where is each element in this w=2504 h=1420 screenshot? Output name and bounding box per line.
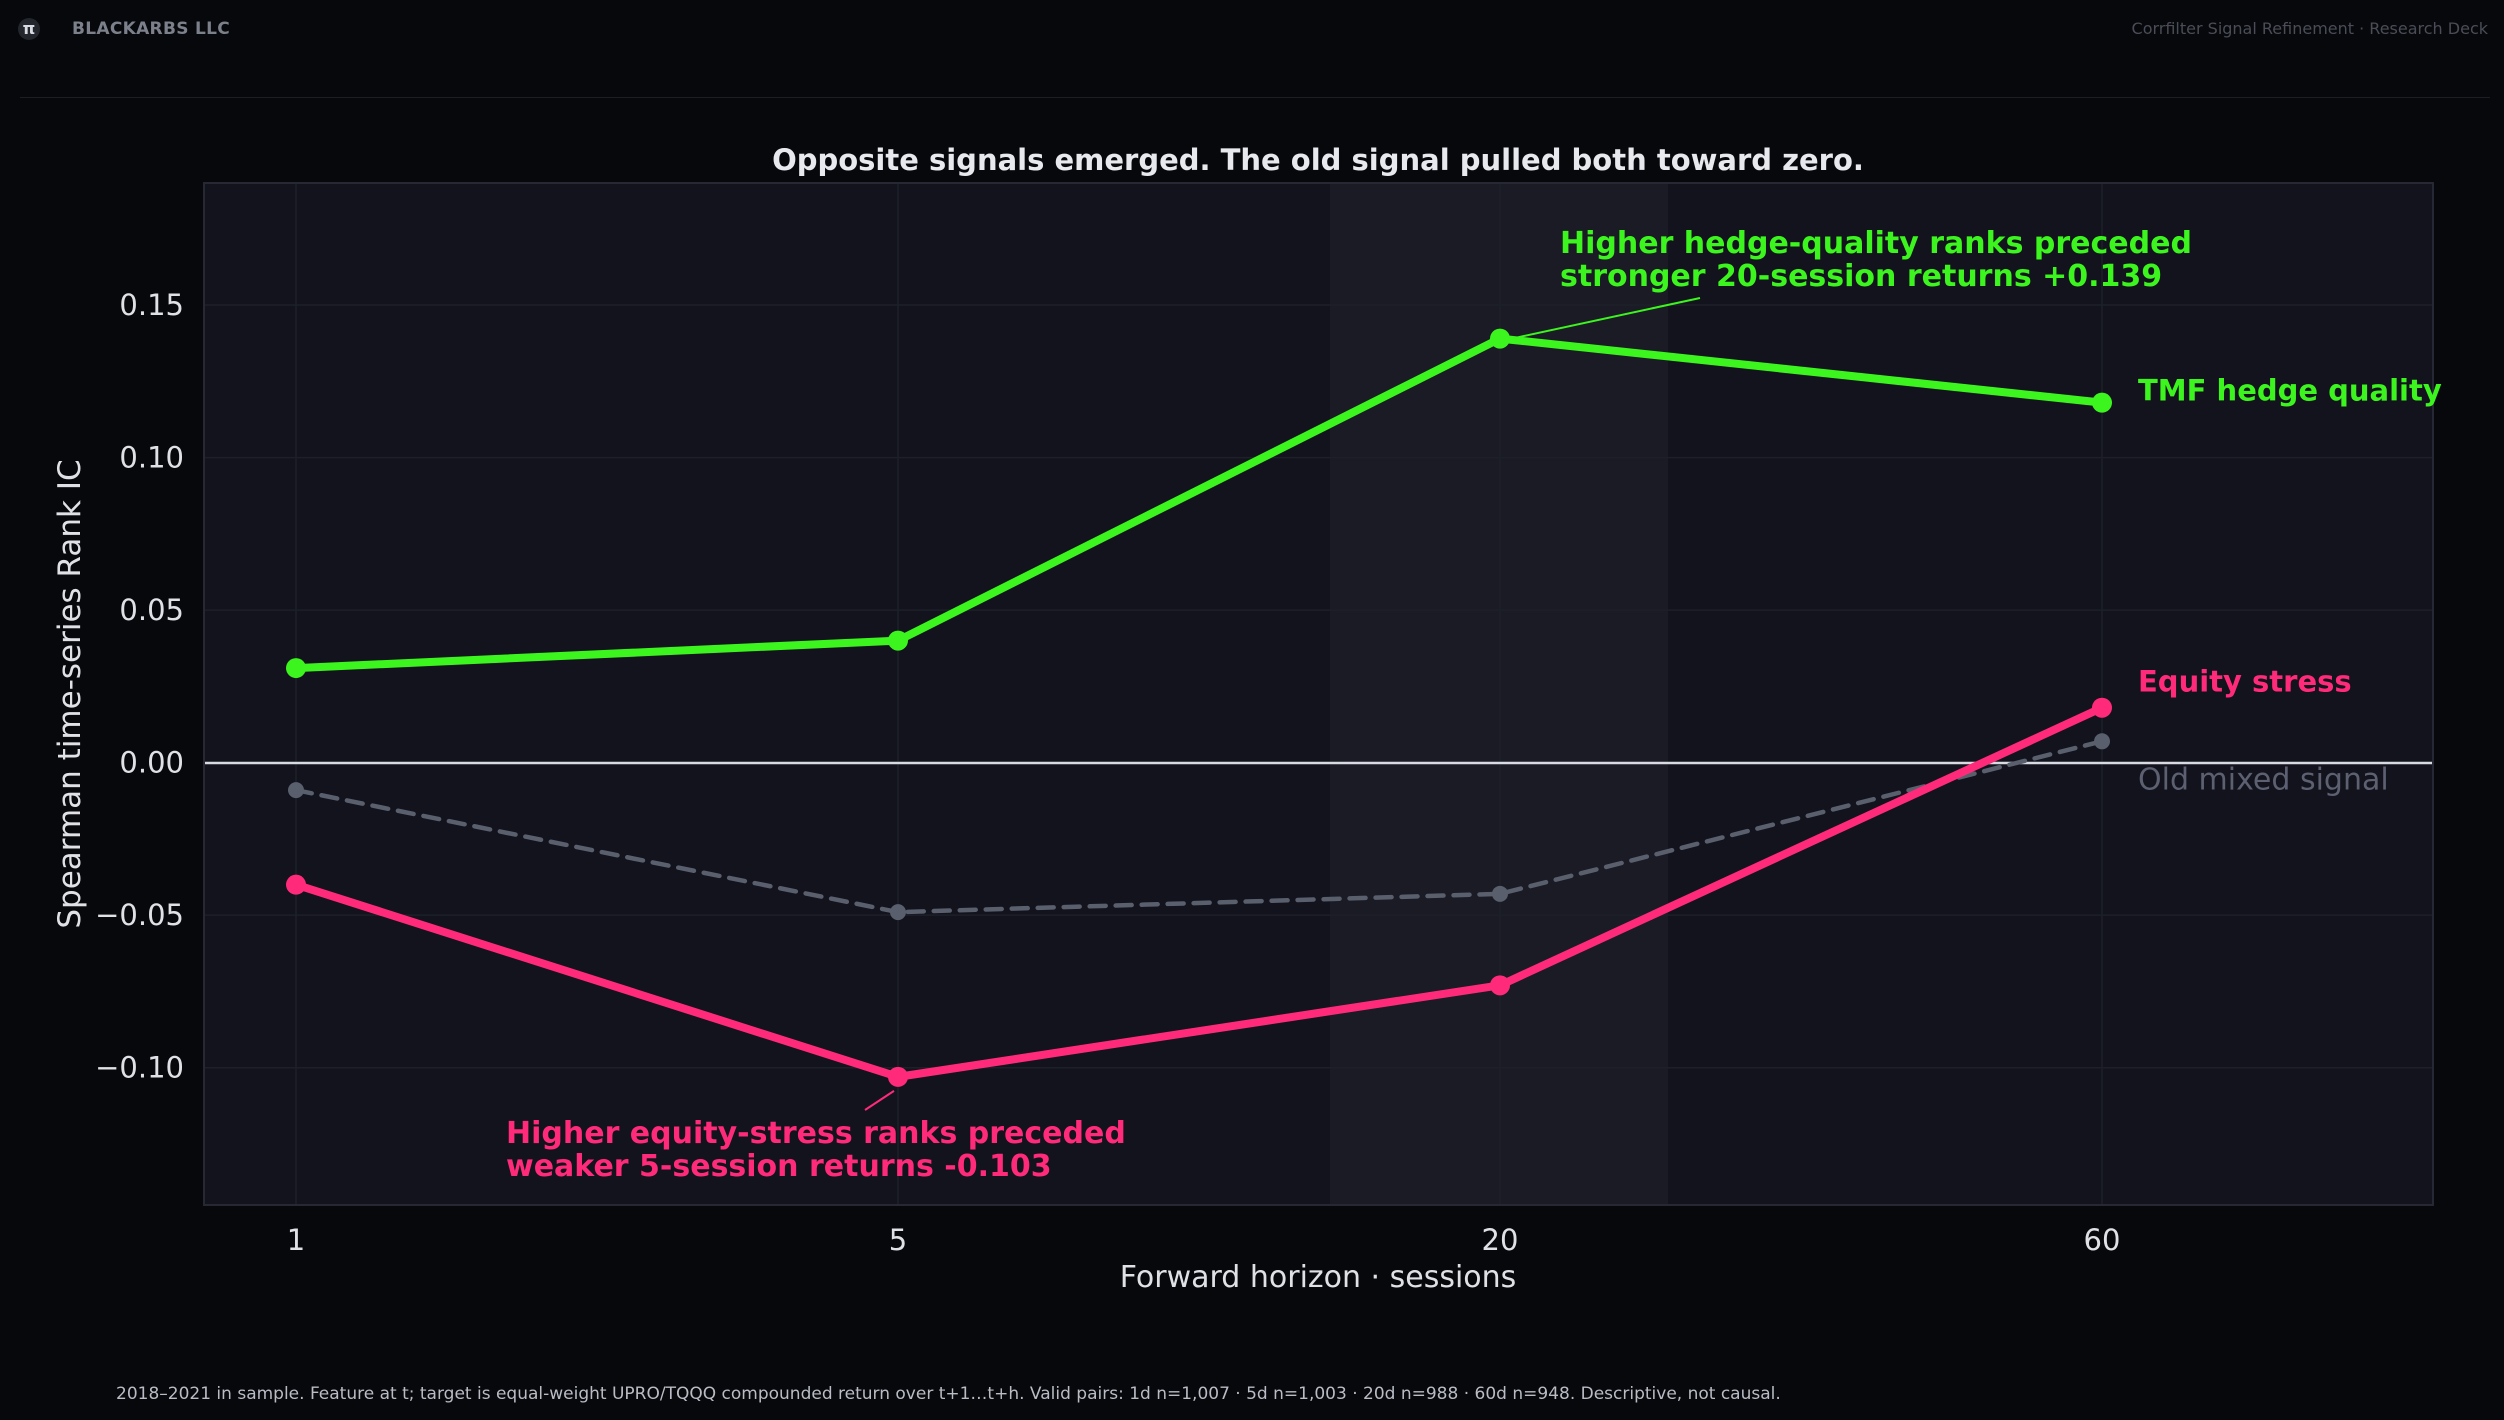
header-divider: [20, 97, 2490, 98]
y-tick-label: 0.10: [119, 441, 184, 475]
data-point: [2094, 733, 2110, 750]
logo: π: [18, 18, 40, 40]
y-tick-label: 0.15: [119, 288, 184, 322]
y-axis-label: Spearman time-series Rank IC: [52, 459, 88, 928]
chart-title: Opposite signals emerged. The old signal…: [772, 143, 1864, 177]
data-point: [890, 904, 906, 921]
data-point: [1490, 975, 1510, 996]
annotation-leader: [1511, 297, 1701, 340]
footnote: 2018–2021 in sample. Feature at t; targe…: [116, 1384, 1781, 1404]
plot-frame: [203, 182, 2434, 1206]
data-point: [2092, 392, 2112, 413]
annotation-text: Higher hedge-quality ranks preceded: [1560, 226, 2192, 261]
data-point: [286, 658, 306, 679]
y-tick-label: 0.00: [119, 746, 184, 780]
header: π BLACKARBS LLC Corrfilter Signal Refine…: [0, 0, 2504, 60]
series-line: [293, 739, 2105, 915]
series-label: Old mixed signal: [2138, 762, 2389, 797]
series-label: Equity stress: [2138, 665, 2352, 699]
series-line: [292, 703, 2106, 1081]
x-tick-label: 5: [889, 1223, 907, 1257]
y-tick-label: −0.05: [95, 898, 184, 932]
data-point: [1490, 328, 1510, 349]
data-point: [888, 1066, 908, 1087]
series-line: [292, 334, 2106, 673]
y-tick-label: 0.05: [119, 593, 184, 627]
x-axis-label: Forward horizon · sessions: [1120, 1260, 1517, 1295]
annotation-text: Higher equity-stress ranks preceded: [506, 1116, 1126, 1151]
annotation-leader: [864, 1090, 895, 1111]
y-tick-label: −0.10: [95, 1051, 184, 1085]
annotation-text: stronger 20-session returns +0.139: [1560, 259, 2162, 294]
x-tick-label: 20: [1482, 1223, 1519, 1257]
annotations: Higher hedge-quality ranks precededstron…: [506, 226, 2192, 1184]
brand-name: BLACKARBS LLC: [72, 19, 231, 39]
data-point: [2092, 697, 2112, 718]
data-point: [1492, 885, 1508, 902]
plot-background: [204, 183, 2433, 1205]
data-point: [286, 874, 306, 895]
series-group: Old mixed signal Equity stress TMF hedge q…: [286, 328, 2442, 1087]
series-label: TMF hedge quality: [2138, 374, 2442, 408]
x-tick-label: 1: [287, 1223, 305, 1257]
tick-labels: 0.15 0.10 0.05 0.00 −0.05 −0.10 1 5 20 60: [95, 288, 2120, 1257]
deck-title: Corrfilter Signal Refinement · Research …: [2131, 19, 2488, 38]
annotation-text: weaker 5-session returns -0.103: [506, 1149, 1052, 1184]
data-point: [288, 782, 304, 799]
data-point: [888, 630, 908, 651]
x-tick-label: 60: [2084, 1223, 2121, 1257]
